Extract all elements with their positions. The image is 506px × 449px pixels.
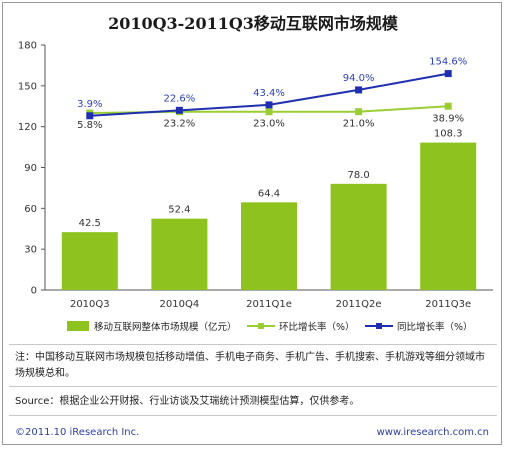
qoq-data-label: 23.0% bbox=[253, 119, 285, 130]
legend-label-bar: 移动互联网整体市场规模（亿元） bbox=[94, 321, 237, 333]
x-tick-label: 2011Q3e bbox=[425, 299, 471, 310]
qoq-marker bbox=[355, 108, 363, 116]
yoy-marker bbox=[265, 101, 273, 109]
qoq-marker bbox=[444, 102, 452, 110]
bar-data-label: 108.3 bbox=[434, 129, 463, 140]
legend: 移动互联网整体市场规模（亿元） 环比增长率（%） 同比增长率（%） bbox=[67, 321, 473, 333]
divider-middle bbox=[9, 386, 497, 387]
legend-swatch-bar bbox=[67, 321, 89, 331]
yoy-marker bbox=[355, 86, 363, 94]
chart-frame: 2010Q3-2011Q3移动互联网市场规模 0 30 60 90 120 150 180 2… bbox=[2, 2, 502, 445]
chart-source: Source：根据企业公开财报、行业访谈及艾瑞统计预测模型估算，仅供参考。 bbox=[15, 396, 360, 407]
y-tick-label: 150 bbox=[18, 81, 37, 92]
yoy-marker bbox=[175, 106, 183, 114]
bar bbox=[61, 232, 118, 290]
chart-svg: 2010Q3-2011Q3移动互联网市场规模 0 30 60 90 120 150 180 2… bbox=[18, 14, 493, 333]
yoy-marker bbox=[86, 112, 94, 120]
legend-marker-yoy bbox=[376, 323, 382, 329]
yoy-data-label: 94.0% bbox=[343, 73, 375, 84]
y-tick-label: 30 bbox=[24, 245, 37, 256]
bar-data-label: 78.0 bbox=[347, 170, 369, 181]
website-link[interactable]: www.iresearch.com.cn bbox=[376, 427, 489, 438]
bar-data-label: 64.4 bbox=[258, 188, 280, 199]
x-tick-label: 2010Q3 bbox=[70, 299, 110, 310]
bar bbox=[241, 202, 297, 290]
y-tick-label: 90 bbox=[24, 163, 37, 174]
legend-label-qoq: 环比增长率（%） bbox=[279, 321, 355, 333]
bar-series: 42.5 52.4 64.4 78.0 108.3 bbox=[61, 129, 477, 290]
bar-data-label: 52.4 bbox=[168, 205, 190, 216]
chart-title: 2010Q3-2011Q3移动互联网市场规模 bbox=[108, 14, 399, 33]
qoq-data-label: 21.0% bbox=[343, 119, 375, 130]
qoq-data-label: 5.8% bbox=[77, 120, 102, 131]
chart-note: 注：中国移动互联网市场规模包括移动增值、手机电子商务、手机广告、手机搜索、手机游… bbox=[15, 352, 485, 379]
divider-bottom bbox=[9, 415, 497, 416]
qoq-data-label: 38.9% bbox=[432, 113, 464, 124]
line-series: 5.8% 23.2% 23.0% 21.0% 38.9% 3.9% 22.6% 43.4% 94… bbox=[77, 57, 467, 131]
y-tick-label: 120 bbox=[18, 122, 37, 133]
yoy-data-label: 154.6% bbox=[429, 57, 467, 68]
yoy-data-label: 43.4% bbox=[253, 88, 285, 99]
yoy-data-label: 22.6% bbox=[164, 93, 196, 104]
legend-marker-qoq bbox=[258, 323, 264, 329]
qoq-marker bbox=[265, 108, 273, 116]
axes: 0 30 60 90 120 150 180 2010Q3 2010Q4 2011Q1e 2011Q… bbox=[18, 41, 493, 310]
legend-label-yoy: 同比增长率（%） bbox=[397, 321, 473, 333]
bar bbox=[330, 183, 387, 290]
y-tick-label: 60 bbox=[24, 204, 37, 215]
bar-data-label: 42.5 bbox=[79, 218, 101, 229]
bar bbox=[420, 142, 477, 290]
x-tick-label: 2011Q1e bbox=[246, 299, 292, 310]
x-tick-label: 2011Q2e bbox=[336, 299, 382, 310]
divider-top bbox=[9, 344, 497, 345]
yoy-marker bbox=[444, 70, 452, 78]
y-tick-label: 0 bbox=[31, 286, 37, 297]
y-tick-label: 180 bbox=[18, 41, 37, 52]
qoq-data-label: 23.2% bbox=[164, 119, 196, 130]
yoy-data-label: 3.9% bbox=[77, 99, 102, 110]
copyright-text: ©2011.10 iResearch Inc. bbox=[15, 427, 140, 438]
x-tick-label: 2010Q4 bbox=[160, 299, 200, 310]
bar bbox=[151, 218, 208, 290]
